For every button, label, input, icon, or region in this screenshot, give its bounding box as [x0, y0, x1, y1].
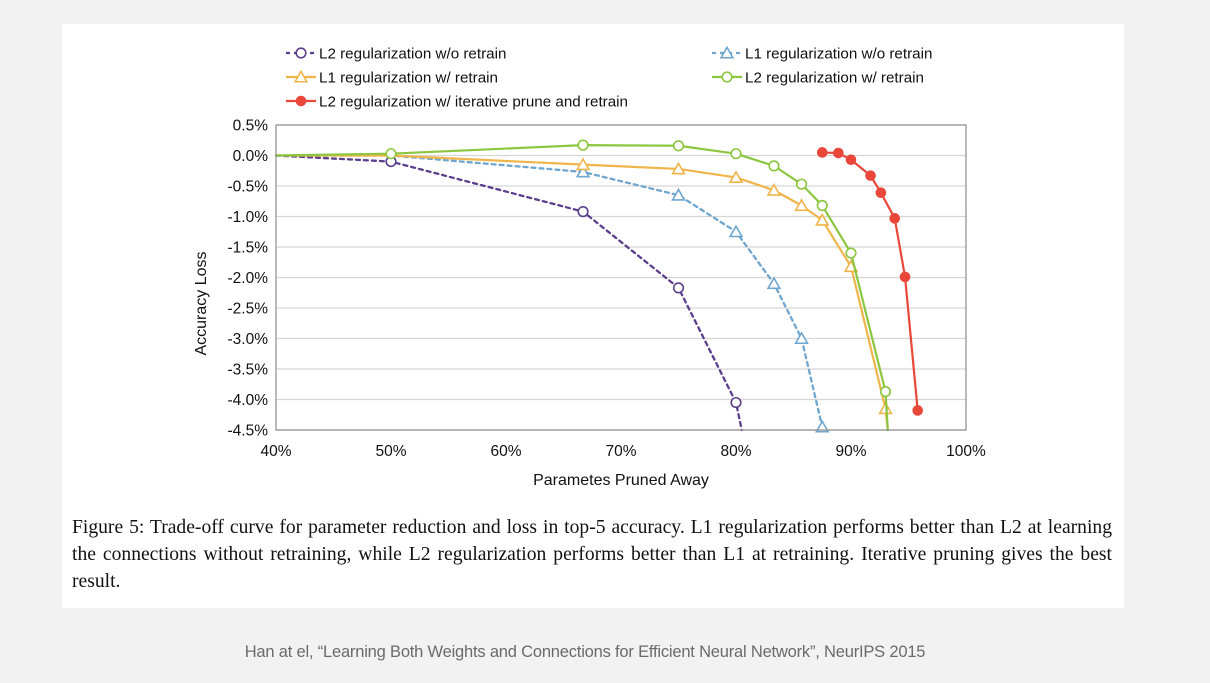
legend-label: L1 regularization w/o retrain	[745, 46, 932, 63]
y-tick-label: -0.5%	[228, 179, 269, 196]
legend-swatch-marker	[295, 47, 307, 59]
x-tick-label: 40%	[260, 443, 291, 460]
data-point	[794, 331, 809, 345]
x-tick-label: 100%	[946, 443, 986, 460]
y-tick-label: -4.0%	[228, 392, 269, 409]
data-point	[671, 187, 686, 201]
chart-series	[274, 139, 924, 433]
legend-label: L2 regularization w/ iterative prune and…	[319, 94, 628, 111]
data-point	[845, 247, 857, 259]
data-point	[816, 199, 828, 212]
data-point	[577, 206, 589, 218]
data-point	[816, 147, 828, 158]
y-tick-label: 0.5%	[233, 118, 269, 135]
y-axis-title: Accuracy Loss	[193, 251, 210, 355]
data-point	[730, 396, 742, 409]
x-tick-label: 70%	[605, 443, 636, 460]
chart-legend: L2 regularization w/o retrain L1 regulari…	[286, 46, 932, 111]
plot-frame	[275, 124, 967, 431]
y-tick-label: -1.0%	[228, 209, 269, 226]
data-point	[728, 224, 744, 238]
legend-item: L2 regularization w/ iterative prune and…	[286, 94, 628, 111]
data-point	[575, 164, 591, 178]
data-point	[899, 271, 911, 283]
legend-item: L1 regularization w/o retrain	[712, 46, 932, 63]
y-tick-label: 0.0%	[233, 148, 269, 165]
y-tick-label: -1.5%	[228, 240, 269, 257]
legend-label: L1 regularization w/ retrain	[319, 70, 498, 87]
data-point	[730, 148, 742, 160]
y-tick-label: -3.0%	[228, 331, 269, 348]
series-4	[274, 139, 892, 432]
series-5	[816, 147, 924, 416]
data-point	[865, 170, 876, 181]
legend-swatch-marker	[721, 71, 733, 83]
series-3	[274, 154, 893, 432]
data-point	[845, 154, 857, 166]
y-tick-label: -2.5%	[228, 301, 269, 318]
data-point	[385, 148, 397, 160]
data-point	[889, 213, 901, 224]
chart-axes: 0.5% 0.0% -0.5% -1.0% -1.5% -2.0% -2.5% -3.0% -3…	[193, 118, 986, 490]
legend-item: L2 regularization w/o retrain	[286, 46, 506, 63]
legend-swatch-marker	[293, 69, 309, 83]
data-point	[728, 170, 744, 184]
data-point	[577, 139, 589, 151]
series-line	[274, 154, 824, 429]
data-point	[912, 405, 924, 416]
data-point	[671, 161, 686, 175]
citation-text: Han at el, “Learning Both Weights and Co…	[244, 643, 926, 661]
data-point	[795, 178, 808, 190]
data-point	[672, 282, 685, 294]
y-tick-label: -2.0%	[228, 270, 269, 287]
data-point	[766, 276, 782, 290]
data-point	[833, 147, 844, 159]
x-axis-title: Parametes Pruned Away	[533, 472, 709, 489]
x-tick-label: 60%	[490, 443, 521, 460]
figure-caption: Figure 5: Trade-off curve for parameter …	[72, 517, 1112, 592]
data-point	[672, 140, 685, 152]
figure-card: L2 regularization w/o retrain L1 regulari…	[62, 24, 1124, 608]
x-tick-label: 90%	[835, 443, 866, 460]
legend-label: L2 regularization w/ retrain	[745, 70, 924, 87]
data-point	[794, 198, 809, 212]
series-2	[274, 154, 830, 433]
legend-item: L2 regularization w/ retrain	[712, 70, 924, 87]
trade-off-chart: L2 regularization w/o retrain L1 regulari…	[193, 46, 986, 490]
data-point	[875, 187, 887, 199]
y-tick-label: -3.5%	[228, 362, 269, 379]
data-point	[814, 212, 830, 226]
data-point	[575, 157, 591, 171]
legend-label: L2 regularization w/o retrain	[319, 46, 506, 63]
legend-item: L1 regularization w/ retrain	[286, 70, 498, 87]
data-point	[879, 385, 892, 398]
legend-swatch-marker	[295, 95, 307, 107]
chart-grid	[276, 124, 966, 431]
legend-swatch-marker	[719, 45, 735, 59]
data-point	[768, 160, 780, 172]
data-point	[766, 183, 782, 196]
y-tick-label: -4.5%	[228, 423, 269, 440]
data-point	[814, 419, 830, 433]
x-tick-label: 50%	[375, 443, 406, 460]
series-1	[274, 154, 743, 432]
x-tick-label: 80%	[720, 443, 751, 460]
